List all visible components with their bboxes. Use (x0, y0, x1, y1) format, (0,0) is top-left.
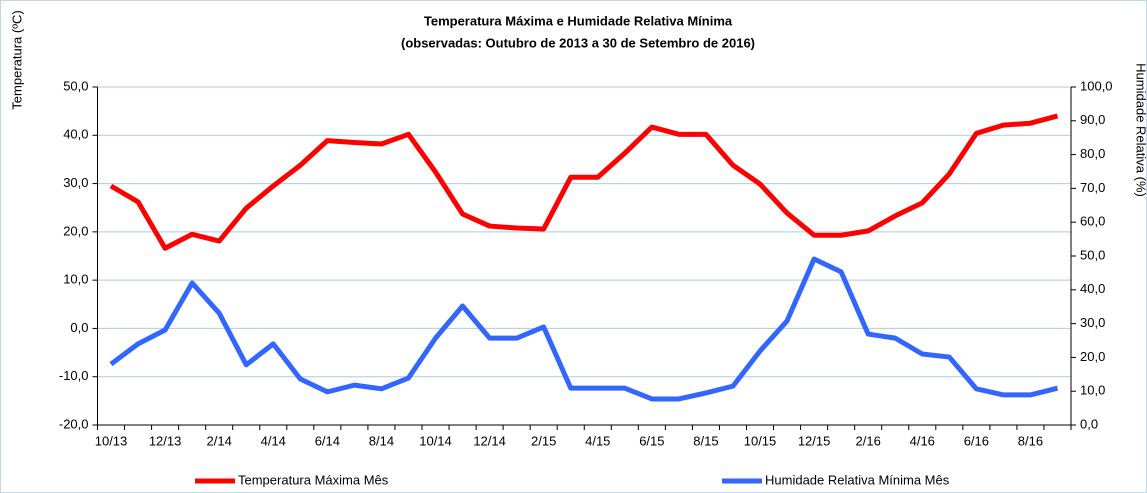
x-tick-label: 2/16 (856, 433, 881, 448)
x-tick-label: 4/14 (261, 433, 286, 448)
y-tick-label: 10,0 (63, 272, 88, 287)
y-axis-title: Temperatura (ºC) (9, 10, 24, 109)
legend-label: Humidade Relativa Mínima Mês (765, 472, 950, 487)
y-tick-label: 50,0 (63, 78, 88, 93)
chart-subtitle: (observadas: Outubro de 2013 a 30 de Set… (401, 35, 755, 50)
y2-tick-label: 40,0 (1080, 281, 1105, 296)
y2-tick-label: 100,0 (1080, 78, 1113, 93)
y2-tick-label: 80,0 (1080, 146, 1105, 161)
x-tick-label: 8/15 (693, 433, 718, 448)
x-tick-label: 8/16 (1018, 433, 1043, 448)
x-tick-label: 10/15 (744, 433, 777, 448)
x-tick-label: 6/14 (315, 433, 340, 448)
y-tick-label: 30,0 (63, 175, 88, 190)
chart-title: Temperatura Máxima e Humidade Relativa M… (424, 13, 733, 28)
x-tick-label: 4/15 (585, 433, 610, 448)
y2-tick-label: 10,0 (1080, 383, 1105, 398)
y2-tick-label: 0,0 (1080, 416, 1098, 431)
x-tick-label: 8/14 (369, 433, 394, 448)
y-tick-label: 40,0 (63, 127, 88, 142)
x-tick-label: 10/14 (419, 433, 452, 448)
y-tick-label: 0,0 (70, 320, 88, 335)
x-tick-label: 6/15 (639, 433, 664, 448)
y-tick-label: 20,0 (63, 223, 88, 238)
x-tick-label: 10/13 (95, 433, 128, 448)
x-tick-label: 12/13 (149, 433, 182, 448)
x-tick-label: 2/14 (207, 433, 232, 448)
y2-axis-title: Humidade Relativa (%) (1134, 63, 1147, 197)
y2-tick-label: 60,0 (1080, 214, 1105, 229)
y2-tick-label: 30,0 (1080, 315, 1105, 330)
y-tick-label: -10,0 (59, 368, 89, 383)
legend-label: Temperatura Máxima Mês (238, 472, 389, 487)
x-tick-label: 12/15 (798, 433, 831, 448)
data-line (109, 113, 1059, 251)
y2-tick-label: 70,0 (1080, 180, 1105, 195)
y2-tick-label: 50,0 (1080, 247, 1105, 262)
y2-tick-label: 20,0 (1080, 349, 1105, 364)
y-tick-label: -20,0 (59, 416, 89, 431)
data-line (109, 256, 1059, 402)
x-tick-label: 2/15 (531, 433, 556, 448)
x-tick-label: 6/16 (964, 433, 989, 448)
y2-tick-label: 90,0 (1080, 112, 1105, 127)
x-tick-label: 12/14 (473, 433, 506, 448)
x-tick-label: 4/16 (910, 433, 935, 448)
